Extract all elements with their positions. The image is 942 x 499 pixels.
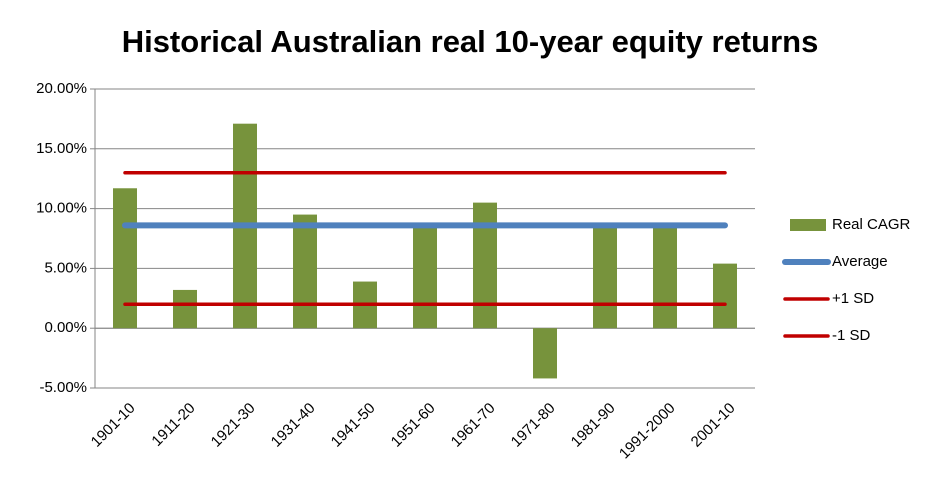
y-tick-label: 0.00% — [44, 319, 87, 336]
x-tick-label: 1931-40 — [268, 400, 319, 451]
chart-title: Historical Australian real 10-year equit… — [122, 24, 819, 59]
bar — [533, 328, 557, 379]
x-tick-label: 1901-10 — [88, 400, 139, 451]
x-tick-label: 1951-60 — [388, 400, 439, 451]
bar — [293, 214, 317, 329]
legend-label: Real CAGR — [832, 216, 911, 233]
legend-label: -1 SD — [832, 327, 871, 344]
x-tick-label: 1991-2000 — [616, 400, 679, 463]
bar — [173, 289, 197, 329]
x-tick-label: 1961-70 — [448, 400, 499, 451]
bar — [713, 263, 737, 329]
y-tick-label: 15.00% — [36, 140, 87, 157]
bar — [113, 188, 137, 329]
x-tick-label: 2001-10 — [688, 400, 739, 451]
legend-label: +1 SD — [832, 290, 874, 307]
x-tick-label: 1981-90 — [568, 400, 619, 451]
x-tick-label: 1971-80 — [508, 400, 559, 451]
bar — [413, 225, 437, 329]
y-tick-label: -5.00% — [39, 379, 87, 396]
y-tick-label: 10.00% — [36, 200, 87, 217]
x-tick-label: 1921-30 — [208, 400, 259, 451]
legend-label: Average — [832, 253, 888, 270]
x-tick-label: 1911-20 — [148, 400, 198, 450]
bar — [653, 227, 677, 329]
y-tick-label: 5.00% — [44, 259, 87, 276]
bar — [593, 226, 617, 329]
legend-swatch — [790, 219, 826, 231]
bar — [473, 202, 497, 329]
y-tick-label: 20.00% — [36, 80, 87, 97]
x-tick-label: 1941-50 — [328, 400, 379, 451]
